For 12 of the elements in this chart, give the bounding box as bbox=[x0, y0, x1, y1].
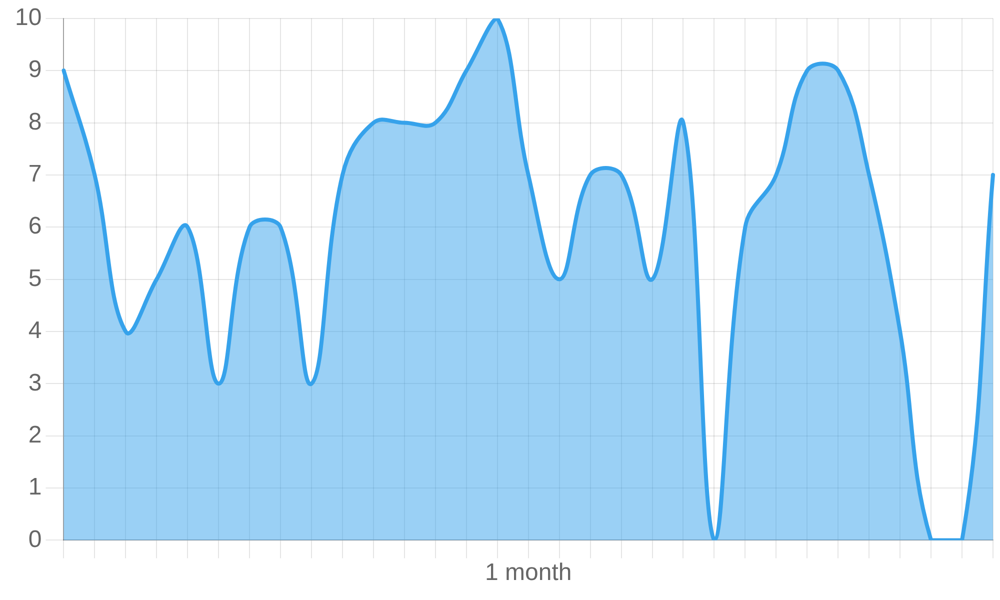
y-tick-label: 1 bbox=[28, 474, 42, 501]
y-tick-label: 9 bbox=[28, 56, 42, 84]
y-tick-label: 5 bbox=[28, 264, 42, 292]
y-tick-label: 3 bbox=[28, 369, 42, 396]
y-tick-label: 8 bbox=[28, 108, 42, 136]
y-tick-label: 6 bbox=[28, 212, 42, 240]
y-tick-label: 2 bbox=[28, 421, 42, 448]
y-tick-label: 10 bbox=[14, 4, 42, 32]
y-tick-label: 7 bbox=[28, 160, 42, 188]
y-tick-label: 4 bbox=[28, 317, 42, 344]
x-axis-title: 1 month bbox=[484, 559, 572, 586]
y-tick-label: 0 bbox=[28, 526, 42, 553]
